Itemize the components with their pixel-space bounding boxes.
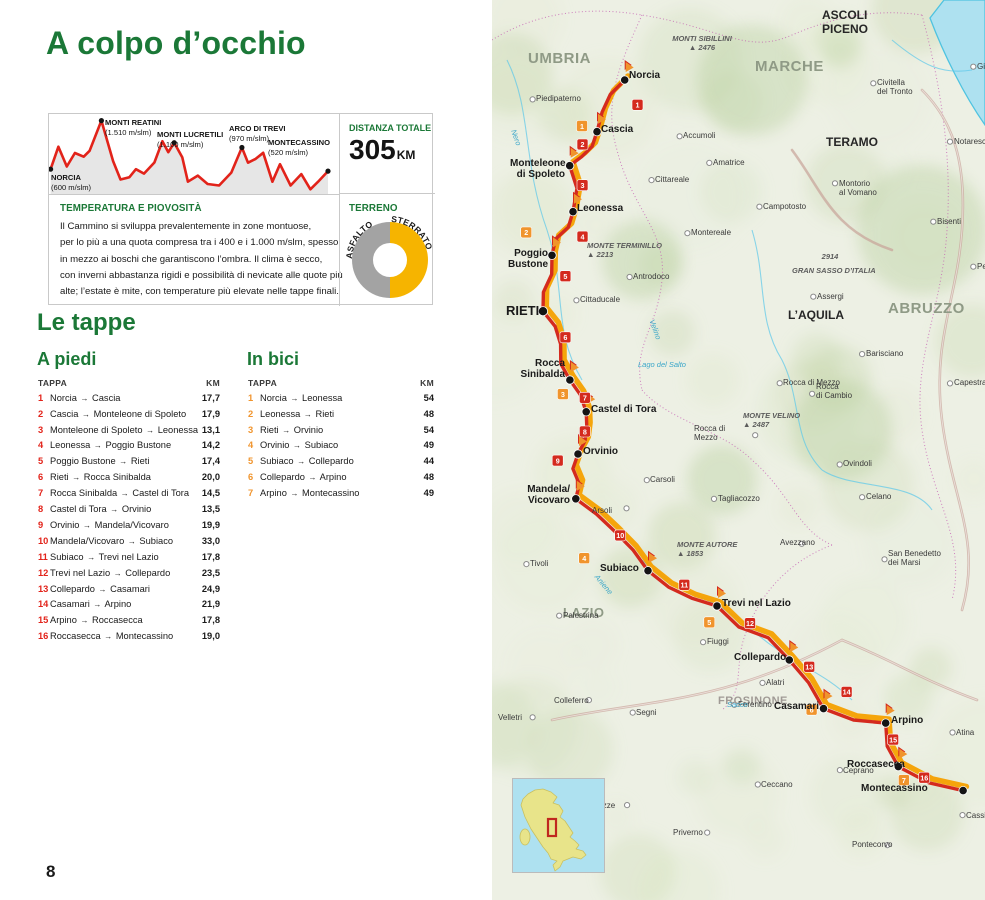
svg-text:3: 3 bbox=[561, 390, 565, 399]
svg-text:14: 14 bbox=[843, 688, 851, 697]
svg-text:5: 5 bbox=[563, 272, 567, 281]
svg-text:7: 7 bbox=[583, 394, 587, 403]
svg-text:5: 5 bbox=[707, 618, 711, 627]
svg-text:15: 15 bbox=[889, 735, 897, 744]
svg-text:13: 13 bbox=[805, 663, 813, 672]
svg-text:4: 4 bbox=[581, 232, 585, 241]
svg-text:2: 2 bbox=[524, 228, 528, 237]
svg-text:11: 11 bbox=[680, 581, 688, 590]
svg-text:3: 3 bbox=[581, 181, 585, 190]
svg-text:16: 16 bbox=[920, 774, 928, 783]
svg-text:2: 2 bbox=[581, 140, 585, 149]
svg-text:6: 6 bbox=[563, 333, 567, 342]
svg-text:4: 4 bbox=[582, 554, 586, 563]
svg-text:12: 12 bbox=[746, 619, 754, 628]
svg-text:10: 10 bbox=[616, 531, 624, 540]
svg-text:1: 1 bbox=[580, 122, 584, 131]
svg-text:9: 9 bbox=[556, 456, 560, 465]
svg-text:1: 1 bbox=[636, 101, 640, 110]
svg-text:8: 8 bbox=[583, 427, 587, 436]
